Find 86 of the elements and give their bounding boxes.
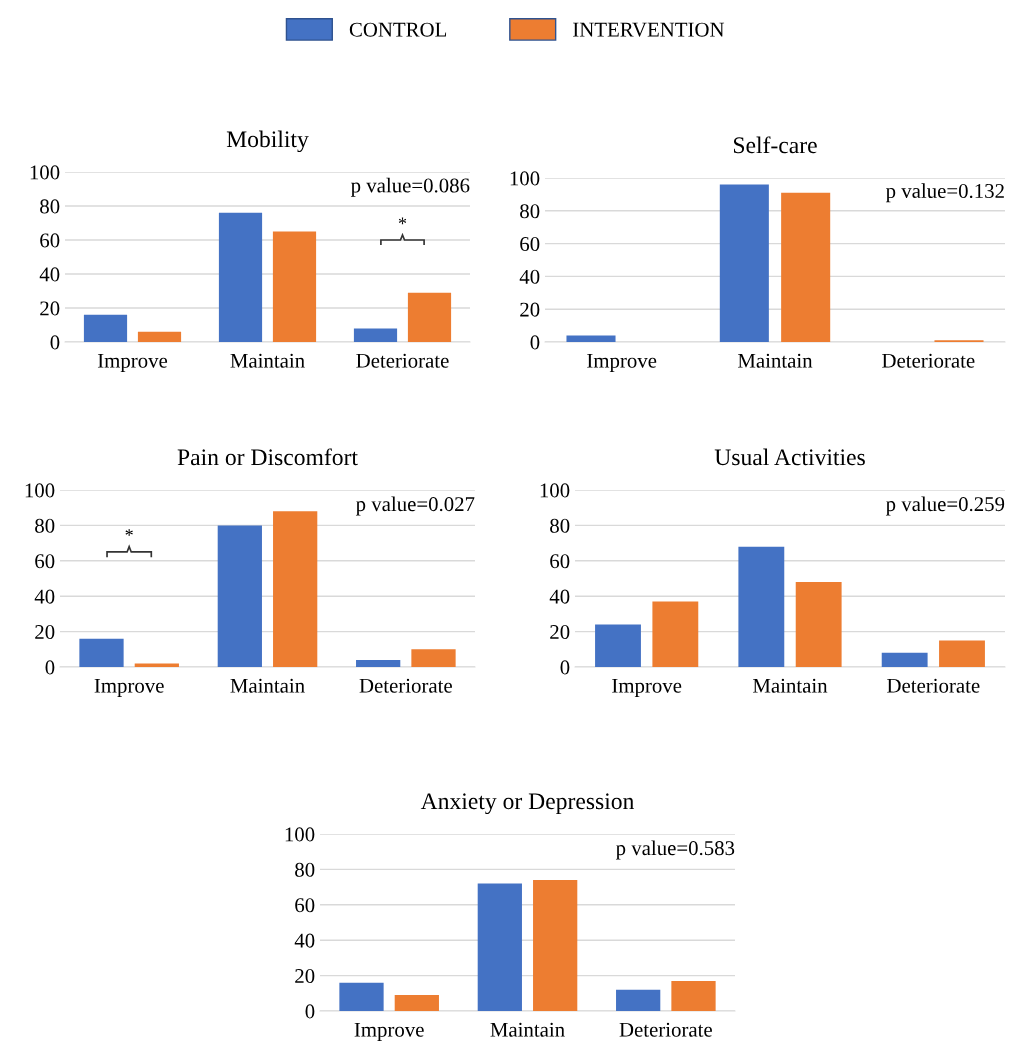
x-tick-label: Deteriorate (356, 353, 449, 368)
x-tick-label: Improve (587, 353, 657, 372)
x-tick-label: Improve (612, 678, 682, 697)
x-tick-label: Improve (94, 678, 164, 697)
chart-title: Anxiety or Depression (420, 793, 635, 815)
y-tick-label: 80 (35, 518, 55, 533)
y-tick-label: 100 (540, 483, 570, 498)
x-tick-label: Maintain (230, 678, 305, 693)
x-tick-label: Improve (97, 353, 168, 372)
chart-title: Usual Activities (714, 448, 865, 466)
bar (671, 980, 716, 1011)
y-tick-label: 20 (40, 301, 60, 316)
y-tick-label: 60 (550, 554, 570, 569)
y-tick-label: 0 (45, 660, 55, 675)
y-tick-label: 40 (294, 933, 315, 948)
y-tick-label: 40 (519, 269, 540, 284)
annotation: * (125, 529, 133, 536)
annotation: p value=0.086 (350, 177, 470, 197)
y-tick-label: 40 (549, 589, 570, 604)
x-tick-label: Maintain (752, 678, 828, 693)
y-tick-label: 80 (40, 199, 60, 214)
x-tick-label: Deteriorate (359, 678, 452, 693)
y-tick-label: 20 (520, 302, 540, 317)
annotation: p value=0.027 (355, 496, 475, 516)
bar (79, 638, 124, 667)
y-tick-label: 40 (39, 267, 60, 282)
annotation: * (398, 217, 407, 225)
y-tick-label: 60 (520, 236, 540, 252)
bar (356, 659, 401, 667)
bar (566, 335, 616, 342)
bar (83, 314, 128, 342)
x-tick-label: Maintain (737, 353, 813, 368)
bar (652, 601, 699, 667)
y-tick-label: 0 (560, 660, 570, 675)
y-tick-label: 100 (30, 165, 60, 180)
bar (394, 995, 439, 1011)
bar (477, 883, 522, 1011)
bar (738, 546, 785, 667)
x-tick-label: Maintain (490, 1022, 565, 1037)
y-tick-label: 0 (530, 335, 540, 350)
x-tick-label: Maintain (230, 353, 305, 368)
y-tick-label: 20 (295, 968, 315, 984)
legend-label: CONTROL (349, 22, 447, 37)
y-tick-label: 60 (40, 233, 60, 248)
x-tick-label: Deteriorate (887, 678, 980, 693)
y-tick-label: 80 (295, 862, 315, 877)
chart-title: Mobility (226, 130, 309, 153)
y-tick-label: 20 (550, 624, 570, 640)
y-tick-label: 80 (520, 204, 540, 219)
x-tick-label: Deteriorate (882, 353, 975, 368)
bar (616, 989, 661, 1011)
bar (134, 663, 179, 667)
x-tick-label: Deteriorate (619, 1022, 712, 1037)
chart-title: Self-care (733, 136, 817, 154)
bar (795, 582, 842, 667)
bar (411, 649, 456, 667)
annotation: p value=0.132 (885, 183, 1004, 203)
y-tick-label: 60 (35, 554, 55, 569)
bar (137, 331, 182, 342)
bar (272, 231, 317, 342)
x-tick-label: Improve (354, 1022, 424, 1041)
bar (881, 652, 928, 667)
bar (781, 192, 831, 342)
y-tick-label: 100 (25, 483, 55, 498)
y-tick-label: 100 (285, 827, 315, 842)
annotation: p value=0.583 (615, 840, 735, 860)
y-tick-label: 0 (50, 335, 60, 350)
bar (719, 184, 769, 342)
annotation: p value=0.259 (885, 496, 1005, 516)
bar (273, 511, 318, 667)
y-tick-label: 100 (510, 171, 540, 186)
y-tick-label: 60 (295, 898, 315, 913)
bar (218, 212, 263, 342)
bar (353, 328, 398, 342)
bar (407, 292, 452, 342)
y-tick-label: 20 (35, 624, 55, 640)
bar (939, 640, 985, 667)
chart-title: Pain or Discomfort (177, 448, 358, 466)
legend-label: INTERVENTION (573, 22, 725, 37)
y-tick-label: 0 (305, 1004, 315, 1019)
bar (339, 982, 384, 1011)
y-tick-label: 80 (550, 518, 570, 533)
y-tick-label: 40 (34, 589, 55, 604)
bar (533, 880, 578, 1011)
bar (217, 525, 262, 667)
bar (595, 624, 641, 667)
